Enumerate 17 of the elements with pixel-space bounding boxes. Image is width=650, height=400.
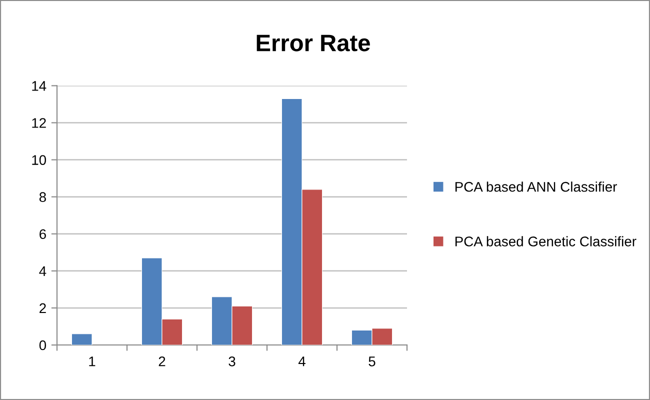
y-tick-label: 4 <box>39 266 46 276</box>
y-tick-label: 0 <box>39 340 46 350</box>
chart-title: Error Rate <box>256 34 370 52</box>
legend-label: PCA based ANN Classifier <box>455 182 617 192</box>
x-tick-label: 5 <box>368 356 376 366</box>
y-tick-label: 10 <box>32 155 46 165</box>
x-tick-label: 4 <box>298 356 306 366</box>
y-tick-label: 6 <box>40 229 46 240</box>
legend-label: PCA based Genetic Classifier <box>455 236 636 246</box>
x-tick-label: 1 <box>89 356 96 366</box>
x-tick-label: 3 <box>228 356 236 366</box>
y-tick-label: 14 <box>32 81 46 91</box>
x-tick-label: 2 <box>158 356 166 366</box>
y-tick-label: 12 <box>32 118 46 128</box>
bar <box>71 334 92 345</box>
y-tick-label: 2 <box>40 303 46 313</box>
y-tick-label: 8 <box>39 192 46 202</box>
